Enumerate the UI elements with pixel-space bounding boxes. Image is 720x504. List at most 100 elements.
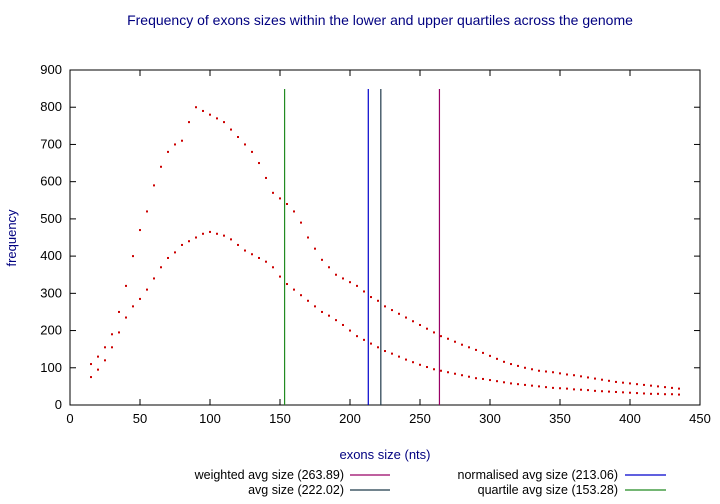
x-tick-label: 450 [689, 411, 711, 426]
data-point [132, 305, 134, 308]
data-point [405, 358, 407, 361]
data-point [307, 299, 309, 302]
data-point [90, 363, 92, 366]
x-tick-label: 150 [269, 411, 291, 426]
x-tick-label: 0 [66, 411, 73, 426]
data-point [153, 184, 155, 187]
data-point [335, 273, 337, 276]
data-point [125, 284, 127, 287]
legend-label: weighted avg size (263.89) [194, 468, 344, 482]
data-point [440, 369, 442, 372]
data-point [195, 106, 197, 109]
data-point [146, 210, 148, 213]
data-point [433, 331, 435, 334]
data-point [307, 236, 309, 239]
data-point [188, 121, 190, 124]
data-point [587, 389, 589, 392]
data-point [657, 392, 659, 395]
data-point [223, 234, 225, 237]
legend-label: normalised avg size (213.06) [458, 468, 619, 482]
data-point [412, 320, 414, 323]
data-point [237, 243, 239, 246]
data-point [594, 377, 596, 380]
data-point [615, 380, 617, 383]
data-point [377, 346, 379, 349]
data-point [279, 275, 281, 278]
data-point [468, 375, 470, 378]
y-tick-label: 400 [40, 248, 62, 263]
data-point [475, 377, 477, 380]
data-point [566, 373, 568, 376]
data-point [412, 361, 414, 364]
data-point [482, 351, 484, 354]
data-point [160, 266, 162, 269]
data-point [559, 387, 561, 390]
legend: weighted avg size (263.89) normalised avg… [194, 468, 666, 497]
data-point [265, 176, 267, 179]
data-point [489, 354, 491, 357]
data-point [195, 236, 197, 239]
legend-label: avg size (222.02) [248, 483, 344, 497]
data-point [587, 376, 589, 379]
data-point [496, 380, 498, 383]
data-point [524, 383, 526, 386]
data-point [202, 109, 204, 112]
data-point [517, 383, 519, 386]
data-point [566, 387, 568, 390]
data-point [419, 323, 421, 326]
data-point [293, 288, 295, 291]
data-point [552, 386, 554, 389]
data-point [279, 197, 281, 200]
data-point [167, 150, 169, 153]
data-point [664, 393, 666, 396]
y-tick-label: 100 [40, 360, 62, 375]
data-point [90, 376, 92, 379]
data-point [286, 283, 288, 286]
data-point [440, 335, 442, 338]
data-point [657, 385, 659, 388]
data-point [244, 143, 246, 146]
data-point [503, 360, 505, 363]
data-point [377, 299, 379, 302]
series-2-points [90, 230, 680, 396]
data-point [636, 392, 638, 395]
data-point [433, 368, 435, 371]
data-point [580, 388, 582, 391]
data-point [545, 386, 547, 389]
data-point [398, 312, 400, 315]
y-axis-ticks: 0 100 200 300 400 500 600 700 800 900 [40, 62, 700, 412]
data-point [174, 251, 176, 254]
data-point [517, 364, 519, 367]
data-point [209, 230, 211, 233]
data-point [342, 277, 344, 280]
data-point [272, 191, 274, 194]
data-point [454, 372, 456, 375]
data-point [643, 392, 645, 395]
data-point [601, 390, 603, 393]
data-point [139, 229, 141, 232]
data-point [132, 255, 134, 258]
data-point [510, 382, 512, 385]
data-point [363, 338, 365, 341]
legend-label: quartile avg size (153.28) [478, 483, 618, 497]
data-point [244, 249, 246, 252]
data-point [538, 385, 540, 388]
data-point [552, 371, 554, 374]
data-point [426, 366, 428, 369]
data-point [370, 296, 372, 299]
data-point [342, 323, 344, 326]
x-tick-label: 200 [339, 411, 361, 426]
data-point [104, 346, 106, 349]
data-point [111, 333, 113, 336]
data-point [370, 342, 372, 345]
data-point [223, 121, 225, 124]
data-point [356, 335, 358, 338]
data-point [503, 381, 505, 384]
y-tick-label: 800 [40, 99, 62, 114]
data-point [272, 266, 274, 269]
data-point [230, 128, 232, 131]
x-axis-label: exons size (nts) [339, 447, 430, 462]
data-point [111, 346, 113, 349]
data-point [314, 247, 316, 250]
